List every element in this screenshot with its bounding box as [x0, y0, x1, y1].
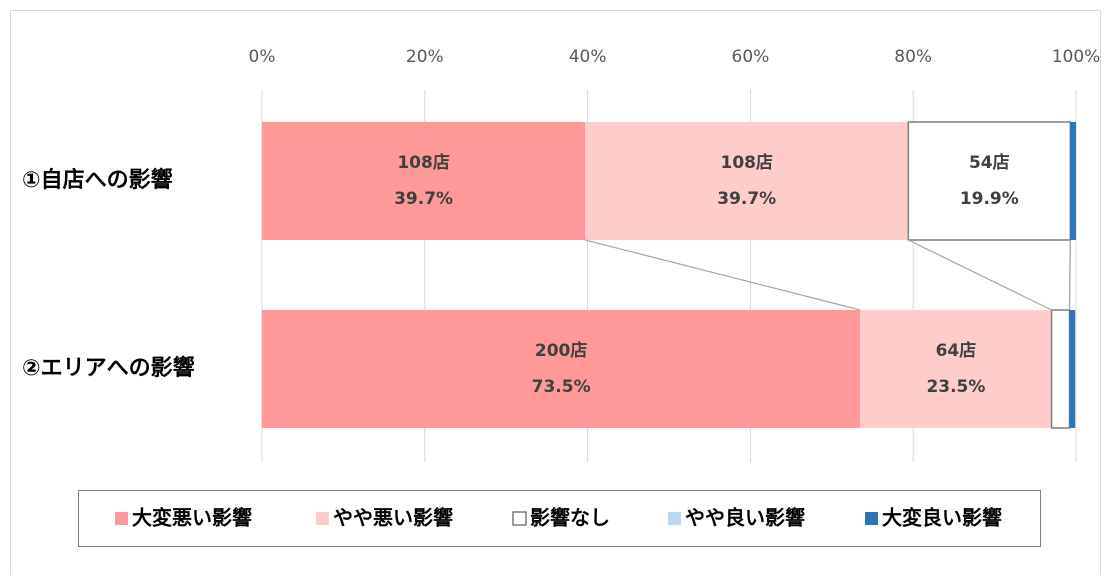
data-label-percent: 19.9% [960, 189, 1019, 209]
legend-label: やや良い影響 [685, 506, 805, 530]
bar-segment [860, 310, 1052, 428]
legend-label: 大変悪い影響 [132, 506, 252, 530]
bar-segment [262, 122, 586, 240]
legend-swatch [316, 512, 329, 525]
data-label-count: 200店 [535, 340, 588, 361]
bar-segment [1070, 122, 1076, 240]
bar-segment [585, 122, 909, 240]
x-tick-label: 0% [249, 47, 276, 67]
bar-segment [907, 121, 1072, 241]
legend-swatch [865, 512, 878, 525]
legend-label: やや悪い影響 [333, 506, 453, 530]
series-line [585, 239, 861, 311]
chart-frame [10, 10, 1101, 579]
x-tick-label: 40% [569, 47, 607, 67]
data-label-percent: 39.7% [717, 189, 776, 209]
x-tick-label: 60% [732, 47, 770, 67]
data-label-percent: 73.5% [532, 377, 591, 397]
category-label: ②エリアへの影響 [22, 355, 195, 381]
x-tick-label: 20% [406, 47, 444, 67]
legend-label: 大変良い影響 [882, 506, 1002, 530]
x-tick-label: 100% [1052, 47, 1101, 67]
bar-segment [1069, 310, 1076, 428]
x-tick-label: 80% [894, 47, 932, 67]
bar-segment [262, 310, 861, 428]
data-label-count: 54店 [969, 152, 1010, 173]
series-line [1068, 239, 1071, 311]
legend-swatch [115, 512, 128, 525]
series-line [908, 239, 1052, 311]
data-label-count: 64店 [936, 340, 977, 361]
data-label-percent: 39.7% [394, 189, 453, 209]
legend-swatch [668, 512, 681, 525]
bar-segment [1050, 309, 1071, 429]
legend-swatch [512, 511, 527, 526]
data-label-count: 108店 [720, 152, 773, 173]
data-label-count: 108店 [397, 152, 450, 173]
legend-label: 影響なし [530, 506, 610, 530]
category-label: ①自店への影響 [22, 167, 173, 193]
data-label-percent: 23.5% [926, 377, 985, 397]
legend-box [78, 490, 1041, 547]
